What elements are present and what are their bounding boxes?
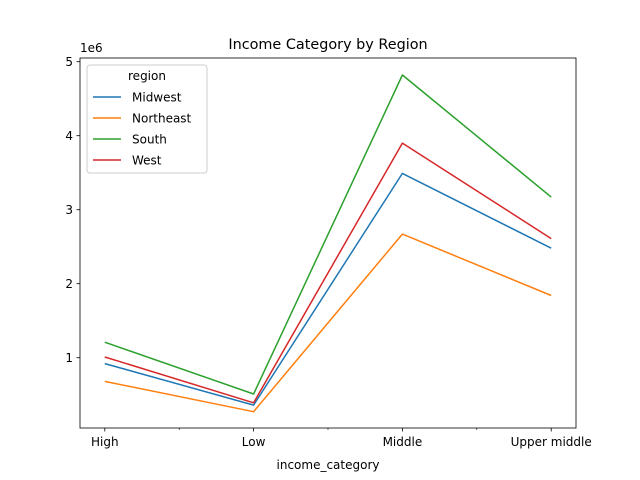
x-tick-label: High: [91, 435, 119, 449]
series-line-midwest: [104, 172, 552, 406]
y-tick-label: 4: [65, 129, 73, 143]
x-tick-label: Middle: [383, 435, 423, 449]
x-tick-label: Upper middle: [511, 435, 592, 449]
series-line-west: [104, 142, 552, 404]
chart-title: Income Category by Region: [228, 37, 427, 53]
legend-label: Northeast: [132, 111, 192, 125]
legend: region Midwest Northeast South West: [86, 64, 208, 174]
x-axis-label: income_category: [277, 458, 380, 472]
y-tick-label: 3: [65, 203, 73, 217]
x-axis: High Low Middle Upper middle: [91, 428, 592, 449]
series-line-south: [104, 74, 552, 395]
legend-label: Midwest: [132, 90, 182, 104]
legend-label: West: [132, 153, 162, 167]
y-offset-label: 1e6: [80, 41, 103, 55]
series-lines: [104, 74, 552, 413]
y-tick-label: 1: [65, 351, 73, 365]
series-line-northeast: [104, 233, 552, 413]
legend-label: South: [132, 132, 167, 146]
x-tick-label: Low: [242, 435, 266, 449]
y-axis: 1 2 3 4 5: [65, 55, 80, 365]
y-tick-label: 5: [65, 55, 73, 69]
legend-box: [86, 64, 208, 174]
legend-title: region: [128, 69, 166, 83]
y-tick-label: 2: [65, 277, 73, 291]
